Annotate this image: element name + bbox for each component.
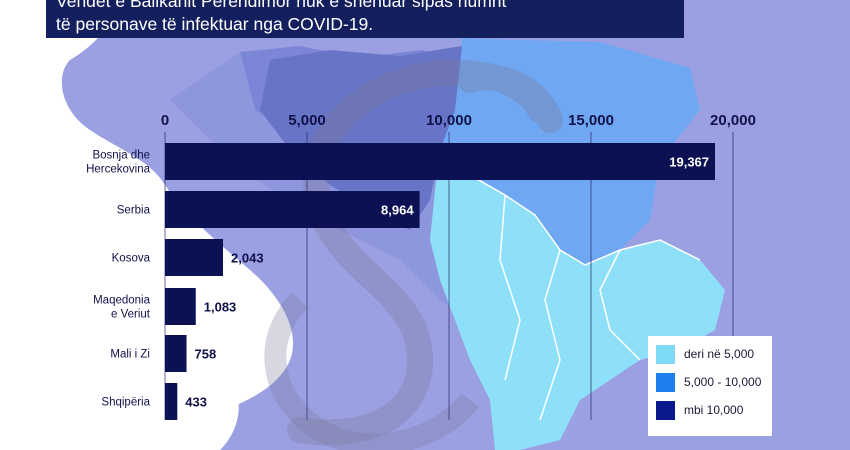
- italy-landmass: [0, 0, 294, 450]
- bar: [165, 239, 224, 276]
- header-line-2: të personave të infektuar nga COVID-19.: [56, 14, 374, 34]
- value-label: 2,043: [231, 251, 264, 266]
- x-tick-label: 5,000: [288, 112, 326, 129]
- category-label: Bosnja dhe: [92, 150, 150, 162]
- category-label: e Veriut: [111, 309, 151, 321]
- bar: [165, 143, 716, 180]
- category-label: Shqipëria: [101, 397, 150, 409]
- category-label: Hercekovina: [86, 164, 151, 176]
- x-tick-label: 20,000: [710, 112, 756, 129]
- legend-swatch-low: [656, 344, 675, 364]
- bars: [165, 143, 716, 420]
- legend-label-low: deri në 5,000: [684, 347, 755, 361]
- value-labels: 19,367 8,964 2,043 1,083 758 433: [185, 155, 709, 410]
- legend: deri në 5,000 5,000 - 10,000 mbi 10,000: [648, 336, 772, 436]
- bar: [165, 191, 420, 228]
- legend-item-high: mbi 10,000: [656, 400, 764, 420]
- x-tick-label: 15,000: [568, 112, 614, 129]
- value-label: 8,964: [381, 203, 414, 218]
- value-label: 1,083: [204, 300, 237, 315]
- category-label: Maqedonia: [93, 295, 151, 307]
- value-label: 19,367: [669, 155, 709, 170]
- legend-label-high: mbi 10,000: [684, 403, 744, 417]
- category-label: Mali i Zi: [110, 349, 150, 361]
- value-label: 758: [195, 347, 217, 362]
- category-label: Serbia: [117, 205, 151, 217]
- category-label: Kosova: [112, 253, 151, 265]
- bosnia-region: [260, 46, 462, 230]
- tick-labels: 0 5,000 10,000 15,000 20,000: [161, 112, 756, 129]
- logo-watermark-ring: [264, 292, 479, 450]
- italy-heel: [120, 300, 239, 450]
- logo-watermark: [287, 59, 563, 446]
- value-label: 433: [185, 395, 207, 410]
- legend-swatch-mid: [656, 372, 675, 392]
- bar: [165, 383, 178, 420]
- header-line-1: Vendet e Ballkanit Perëndimor nuk e shën…: [56, 0, 507, 11]
- region-borders: [439, 149, 701, 421]
- legend-item-low: deri në 5,000: [656, 344, 764, 364]
- header-banner: Vendet e Ballkanit Perëndimor nuk e shën…: [46, 0, 684, 38]
- bar: [165, 335, 187, 372]
- category-labels: Bosnja dhe Hercekovina Serbia Kosova Maqedon…: [86, 150, 151, 409]
- legend-item-mid: 5,000 - 10,000: [656, 372, 764, 392]
- legend-swatch-high: [656, 400, 675, 420]
- kosovo-macedonia-albania-region: [430, 150, 725, 450]
- x-tick-label: 0: [161, 112, 169, 129]
- x-tick-label: 10,000: [426, 112, 472, 129]
- bar: [165, 288, 196, 325]
- legend-label-mid: 5,000 - 10,000: [684, 375, 762, 389]
